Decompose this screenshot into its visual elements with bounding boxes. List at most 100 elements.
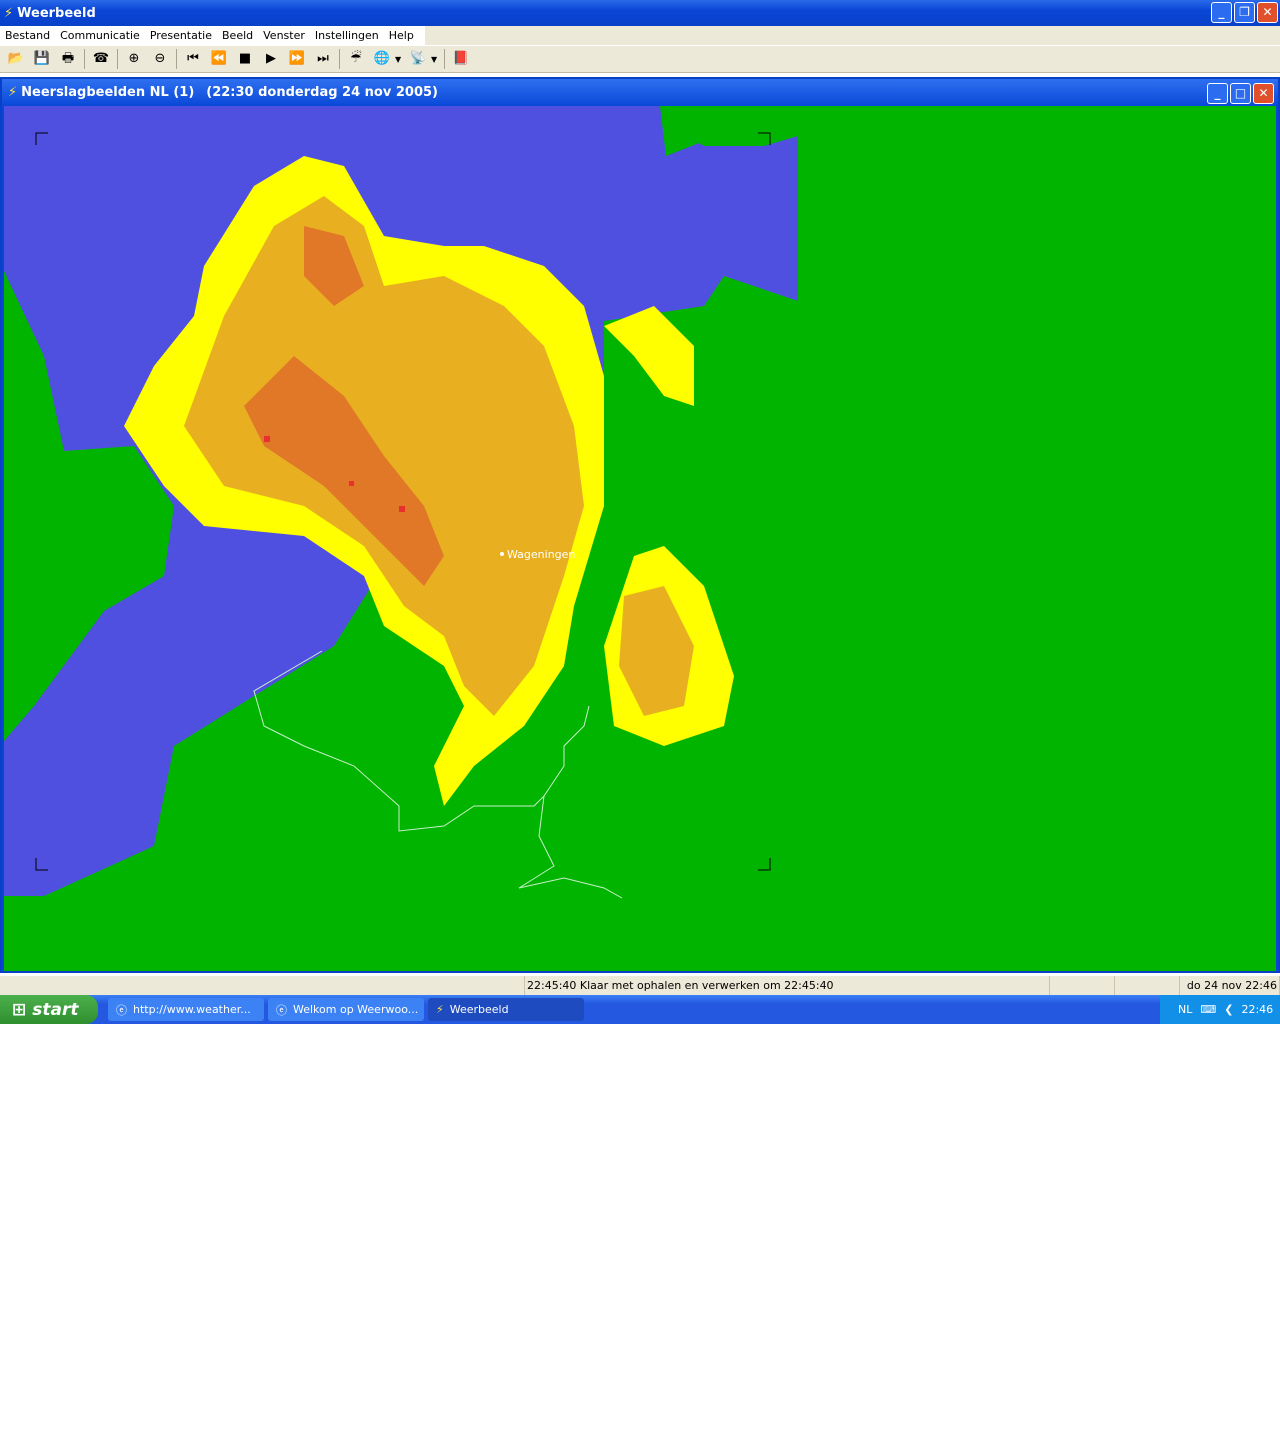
clock[interactable]: 22:46 — [1241, 1003, 1274, 1016]
status-datetime: do 24 nov 22:46 — [1180, 976, 1280, 995]
border-line — [253, 650, 590, 832]
task-label: http://www.weather... — [133, 1003, 251, 1016]
land-west — [4, 271, 174, 741]
system-tray: NL ⌨ ❮ 22:46 — [1160, 995, 1280, 1024]
globe-button[interactable]: 🌐 — [369, 48, 395, 70]
task-label: Weerbeeld — [449, 1003, 509, 1016]
help-book-button[interactable]: 📕 — [448, 48, 474, 70]
radar-window-titlebar: ⚡ Neerslagbeelden NL (1) (22:30 donderda… — [2, 79, 1278, 106]
radar-window: ⚡ Neerslagbeelden NL (1) (22:30 donderda… — [0, 77, 1280, 973]
start-label: start — [32, 999, 79, 1020]
app-title: Weerbeeld — [17, 5, 96, 21]
rain-area — [619, 586, 694, 716]
menu-bestand[interactable]: Bestand — [5, 29, 51, 42]
phone-connect-button[interactable]: ☎ — [88, 48, 114, 70]
crop-corners — [35, 132, 771, 871]
print-icon: 🖶 — [61, 51, 75, 66]
rain-cloud-button[interactable]: ☔ — [343, 48, 369, 70]
child-close-button[interactable]: ✕ — [1253, 83, 1274, 104]
menu-bar: Bestand Communicatie Presentatie Beeld V… — [0, 26, 1280, 45]
toolbar-separator — [84, 49, 85, 69]
toolbar-separator — [117, 49, 118, 69]
menu-presentatie[interactable]: Presentatie — [149, 29, 212, 42]
zoom-in-icon: ⊕ — [128, 51, 140, 66]
land-north — [684, 106, 798, 146]
corner-mark — [758, 858, 771, 871]
menu-instellingen[interactable]: Instellingen — [314, 29, 379, 42]
zoom-out-button[interactable]: ⊖ — [147, 48, 173, 70]
print-button[interactable]: 🖶 — [55, 48, 81, 70]
task-ie-weather[interactable]: ⓔ http://www.weather... — [108, 998, 264, 1021]
ie-icon: ⓔ — [116, 1003, 127, 1017]
fast-forward-icon: ⏩ — [288, 51, 306, 66]
start-button[interactable]: ⊞ start — [0, 995, 98, 1024]
first-frame-button[interactable]: ⏮ — [180, 48, 206, 70]
rain-area — [604, 306, 694, 406]
zoom-in-button[interactable]: ⊕ — [121, 48, 147, 70]
first-frame-icon: ⏮ — [187, 51, 199, 66]
taskbar: ⊞ start ⓔ http://www.weather... ⓔ Welkom op… — [0, 995, 1280, 1024]
close-button[interactable]: ✕ — [1257, 2, 1278, 23]
weerbeeld-lightning-icon: ⚡ — [436, 1003, 444, 1016]
status-pane-empty — [0, 976, 525, 995]
toolbar-separator — [444, 49, 445, 69]
corner-mark — [758, 132, 771, 145]
status-message: 22:45:40 Klaar met ophalen en verwerken … — [525, 976, 1050, 995]
menu-communicatie[interactable]: Communicatie — [60, 29, 140, 42]
toolbar: 📂 💾 🖶 ☎ ⊕ ⊖ ⏮ ⏪ ■ ▶ ⏩ ⏭ ☔ 🌐 ▼ 📡 ▼ 📕 — [0, 46, 1280, 73]
child-maximize-button[interactable]: □ — [1230, 83, 1251, 104]
stop-button[interactable]: ■ — [232, 48, 258, 70]
rewind-button[interactable]: ⏪ — [206, 48, 232, 70]
dropdown-arrow-icon[interactable]: ▼ — [395, 54, 402, 64]
language-indicator[interactable]: NL — [1178, 1003, 1193, 1016]
dropdown-arrow-icon[interactable]: ▼ — [431, 54, 438, 64]
city-marker — [500, 552, 504, 556]
last-frame-icon: ⏭ — [317, 51, 329, 66]
ie-icon: ⓔ — [276, 1003, 287, 1017]
rain-cloud-icon: ☔ — [350, 51, 362, 66]
child-minimize-button[interactable]: _ — [1207, 83, 1228, 104]
rain-cell-extreme — [399, 506, 405, 512]
task-label: Welkom op Weerwoo... — [293, 1003, 419, 1016]
menu-beeld[interactable]: Beeld — [222, 29, 254, 42]
toolbar-separator — [339, 49, 340, 69]
rain-area — [304, 226, 364, 306]
toolbar-separator — [176, 49, 177, 69]
last-frame-button[interactable]: ⏭ — [310, 48, 336, 70]
keyboard-icon[interactable]: ⌨ — [1200, 1003, 1217, 1016]
save-disk-button[interactable]: 💾 — [29, 48, 55, 70]
help-book-icon: 📕 — [452, 51, 470, 66]
rain-area — [244, 356, 444, 586]
open-folder-icon: 📂 — [7, 51, 25, 66]
task-weerbeeld[interactable]: ⚡ Weerbeeld — [428, 998, 584, 1021]
status-pane-empty — [1050, 976, 1115, 995]
radar-map-svg: Wageningen — [4, 106, 798, 899]
fast-forward-button[interactable]: ⏩ — [284, 48, 310, 70]
satellite-icon: 📡 — [409, 51, 427, 66]
status-bar: 22:45:40 Klaar met ophalen en verwerken … — [0, 976, 1280, 995]
phone-connect-icon: ☎ — [92, 51, 110, 66]
city-label: Wageningen — [507, 548, 575, 561]
menu-help[interactable]: Help — [388, 29, 414, 42]
satellite-button[interactable]: 📡 — [405, 48, 431, 70]
menu-venster[interactable]: Venster — [263, 29, 305, 42]
tray-expand-icon[interactable]: ❮ — [1224, 1003, 1234, 1016]
save-disk-icon: 💾 — [33, 51, 51, 66]
corner-mark — [35, 858, 48, 871]
radar-window-title: Neerslagbeelden NL (1) — [21, 85, 195, 100]
status-pane-empty — [1115, 976, 1180, 995]
rain-cell-extreme — [264, 436, 270, 442]
weerbeeld-lightning-icon: ⚡ — [8, 85, 18, 100]
zoom-out-icon: ⊖ — [154, 51, 166, 66]
restore-button[interactable]: ❐ — [1234, 2, 1255, 23]
rewind-icon: ⏪ — [210, 51, 228, 66]
open-folder-button[interactable]: 📂 — [3, 48, 29, 70]
play-icon: ▶ — [266, 51, 276, 66]
windows-logo-icon: ⊞ — [12, 999, 27, 1020]
radar-map[interactable]: Wageningen — [4, 106, 1276, 971]
app-titlebar: ⚡ Weerbeeld _ ❐ ✕ — [0, 0, 1280, 26]
globe-icon: 🌐 — [373, 51, 391, 66]
play-button[interactable]: ▶ — [258, 48, 284, 70]
task-ie-welkom[interactable]: ⓔ Welkom op Weerwoo... — [268, 998, 424, 1021]
minimize-button[interactable]: _ — [1211, 2, 1232, 23]
